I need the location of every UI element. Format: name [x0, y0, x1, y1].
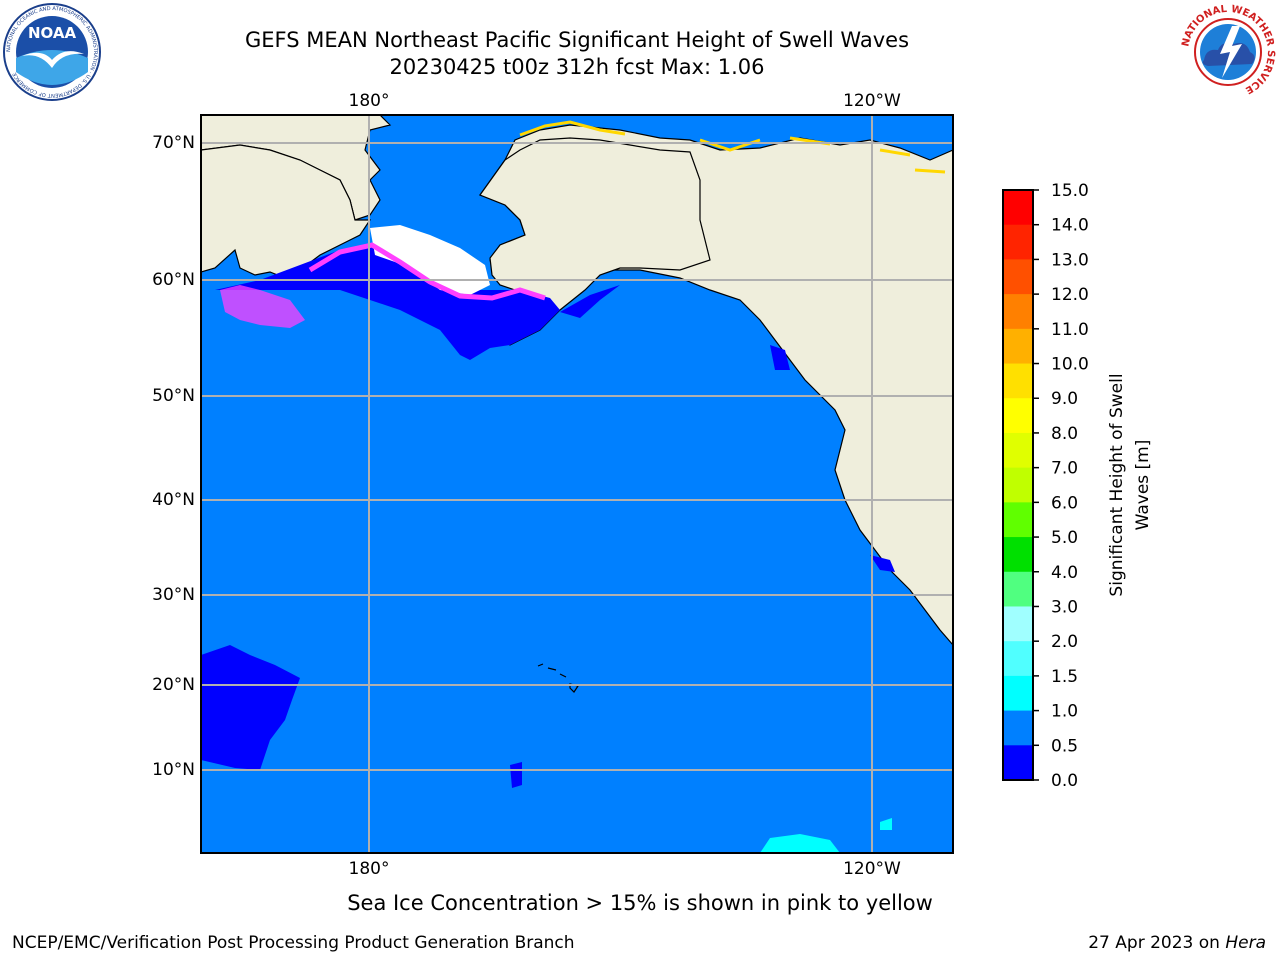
bering-low-swell [215, 245, 560, 360]
colorbar-segment [1003, 294, 1033, 330]
alaska-gulf-low [560, 285, 620, 318]
colorbar-tick-label: 3.0 [1051, 597, 1078, 617]
cyan-patch [760, 834, 840, 853]
lat-label: 70°N [152, 133, 195, 153]
colorbar: 15.0 14.0 13.0 12.0 11.0 10.0 9.0 8.0 7.0 6.0 5.0 4… [1002, 181, 1089, 791]
colorbar-segment [1003, 606, 1033, 642]
land-kamchatka [201, 144, 372, 279]
colorbar-segment [1003, 641, 1033, 677]
colorbar-segment [1003, 571, 1033, 607]
colorbar-tick-label: 2.0 [1051, 632, 1078, 652]
generation-date: 27 Apr 2023 on Hera [1088, 933, 1266, 953]
lon-label-bottom: 180° [349, 859, 390, 879]
colorbar-segment [1003, 432, 1033, 469]
machine-name: Hera [1225, 933, 1266, 953]
colorbar-segment [1003, 502, 1033, 538]
nws-logo-icon: NATIONAL WEATHER SERVICE [1180, 4, 1276, 100]
colorbar-tick-label: 6.0 [1051, 493, 1078, 513]
arctic-ice-yellow [519, 120, 946, 174]
colorbar-tick-label: 10.0 [1051, 355, 1089, 375]
lat-label: 10°N [152, 760, 195, 780]
colorbar-tick-label: 13.0 [1051, 250, 1089, 270]
colorbar-tick-label: 0.0 [1051, 771, 1078, 791]
cyan-patch-2 [880, 818, 892, 830]
colorbar-segment [1003, 710, 1033, 746]
map-area [201, 115, 953, 853]
colorbar-segment [1003, 537, 1033, 573]
colorbar-label-line1: Significant Height of Swell [1107, 373, 1127, 596]
west-tropical-low [201, 645, 300, 770]
map-subtitle: 20230425 t00z 312h fcst Max: 1.06 [389, 55, 765, 79]
colorbar-label-line2: Waves [m] [1133, 440, 1153, 531]
map-title: GEFS MEAN Northeast Pacific Significant … [244, 28, 910, 52]
colorbar-tick-label: 11.0 [1051, 320, 1089, 340]
colorbar-tick-label: 9.0 [1051, 389, 1078, 409]
lat-labels: 70°N 60°N 50°N 40°N 30°N 20°N 10°N [152, 133, 195, 780]
colorbar-tick-label: 0.5 [1051, 736, 1078, 756]
colorbar-segment [1003, 675, 1033, 712]
colorbar-tick-label: 7.0 [1051, 459, 1078, 479]
baja-low [870, 555, 895, 572]
colorbar-segment [1003, 363, 1033, 399]
colorbar-segment [1003, 745, 1033, 781]
date-text: 27 Apr 2023 on [1088, 933, 1226, 953]
lon-label-bottom: 120°W [843, 859, 901, 879]
colorbar-tick-label: 1.5 [1051, 667, 1078, 687]
colorbar-tick-label: 15.0 [1051, 181, 1089, 201]
colorbar-tick-label: 1.0 [1051, 702, 1078, 722]
kamchatka-ice [220, 285, 305, 328]
colorbar-tick-label: 5.0 [1051, 528, 1078, 548]
lat-label: 50°N [152, 386, 195, 406]
noaa-logo-icon: NOAA NATIONAL OCEANIC AND ATMOSPHERIC AD… [3, 3, 101, 101]
colorbar-tick-label: 8.0 [1051, 424, 1078, 444]
lat-label: 60°N [152, 270, 195, 290]
sea-ice-note: Sea Ice Concentration > 15% is shown in … [347, 891, 933, 915]
lon-label-top: 120°W [843, 91, 901, 111]
noaa-logo-text: NOAA [28, 24, 77, 42]
bering-ice-white [370, 225, 490, 295]
colorbar-tick-label: 4.0 [1051, 563, 1078, 583]
bc-coast-low [770, 345, 790, 370]
colorbar-frame [1002, 189, 1034, 781]
graticule [201, 115, 953, 853]
colorbar-segment [1003, 398, 1033, 434]
hawaii-islands [537, 663, 579, 693]
producer-credit: NCEP/EMC/Verification Post Processing Pr… [12, 933, 575, 953]
lat-label: 40°N [152, 490, 195, 510]
lat-label: 30°N [152, 585, 195, 605]
colorbar-segment [1003, 224, 1033, 260]
colorbar-segment [1003, 467, 1033, 503]
map-frame [200, 114, 954, 854]
colorbar-segment [1003, 259, 1033, 295]
ice-edge-pink [308, 242, 546, 301]
colorbar-segment [1003, 190, 1033, 226]
colorbar-tick-label: 14.0 [1051, 216, 1089, 236]
lon-label-top: 180° [349, 91, 390, 111]
colorbar-segment [1003, 328, 1033, 365]
lat-label: 20°N [152, 675, 195, 695]
lon-labels: 180° 120°W 180° 120°W [349, 91, 902, 879]
colorbar-tick-label: 12.0 [1051, 285, 1089, 305]
south-low-patch [510, 762, 522, 788]
